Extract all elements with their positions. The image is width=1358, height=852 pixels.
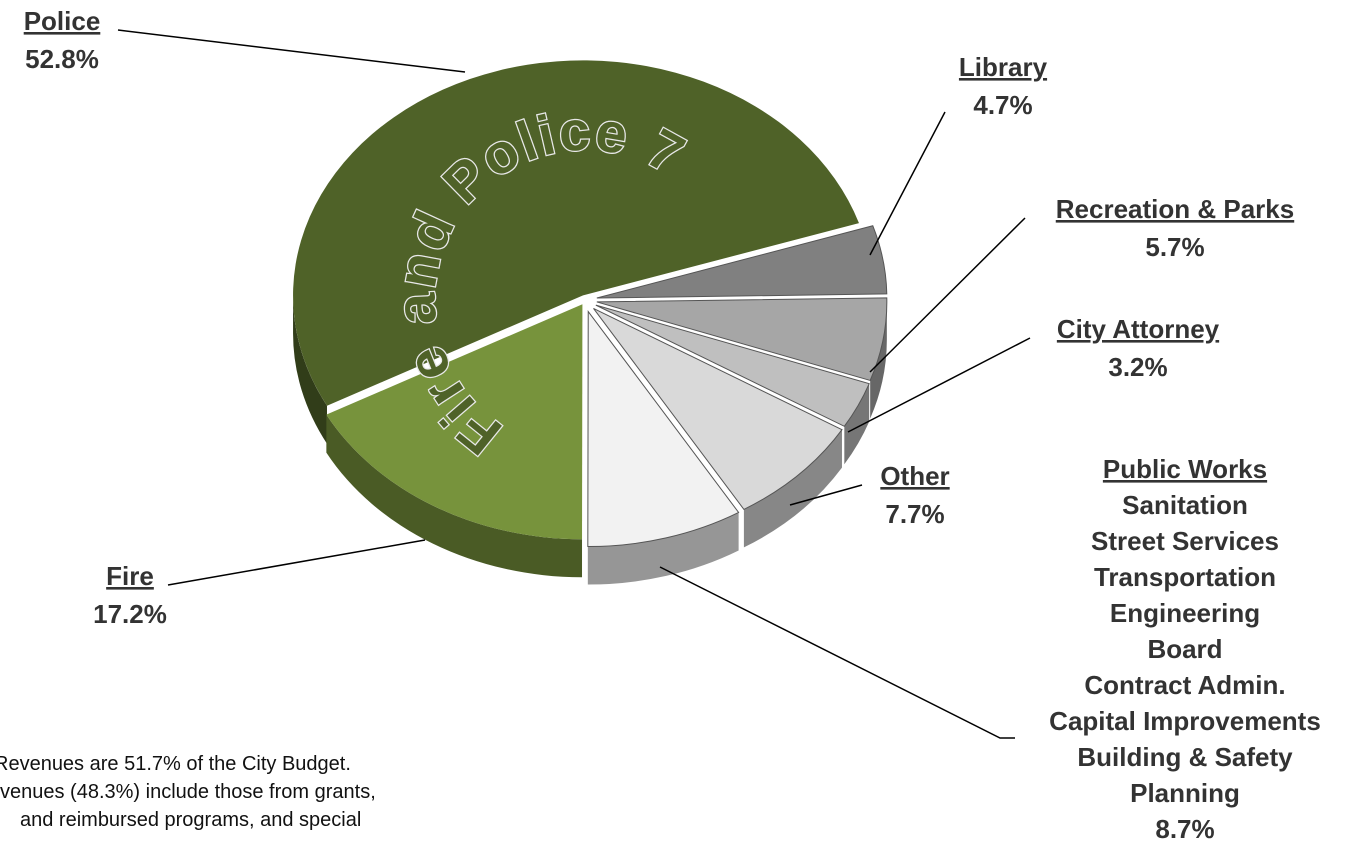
note: and reimbursed programs, and special: [20, 809, 361, 831]
leader-line: [789, 484, 863, 506]
sub-label: Street Services: [1091, 526, 1279, 556]
labels: Police 52.8% Library 4.7% Recreation & Parks…: [24, 6, 1321, 844]
category-label: Recreation & Parks: [1056, 194, 1294, 224]
note: venues (48.3%) include those from grants…: [0, 781, 376, 803]
slice: [596, 297, 888, 382]
value-label: 3.2%: [1108, 352, 1167, 382]
value-label: 8.7%: [1155, 814, 1214, 844]
value-label: 4.7%: [973, 90, 1032, 120]
slice-side: [293, 295, 327, 444]
slice: [293, 60, 859, 406]
slice: [593, 308, 843, 511]
sub-label: Building & Safety: [1077, 742, 1293, 772]
sub-label: Sanitation: [1122, 490, 1248, 520]
category-label: Public Works: [1103, 454, 1267, 484]
category-label: City Attorney: [1057, 314, 1220, 344]
slice: [326, 304, 583, 540]
slice: [596, 225, 888, 299]
value-label: 17.2%: [93, 599, 167, 629]
leader-line: [167, 539, 426, 586]
slice: [595, 304, 870, 427]
note: Revenues are 51.7% of the City Budget.: [0, 753, 351, 775]
sub-label: Capital Improvements: [1049, 706, 1321, 736]
category-label: Library: [959, 52, 1048, 82]
leader-line: [869, 111, 946, 256]
pie-tops: [293, 60, 888, 548]
sub-label: Engineering: [1110, 598, 1260, 628]
slice: [587, 310, 740, 548]
category-label: Fire: [106, 561, 154, 591]
slice-side: [844, 383, 870, 465]
slice-side: [326, 414, 583, 578]
sub-label: Transportation: [1094, 562, 1276, 592]
category-label: Police: [24, 6, 101, 36]
leader-line: [659, 566, 1015, 739]
slice-side: [743, 429, 842, 548]
value-label: 52.8%: [25, 44, 99, 74]
leader-line: [869, 217, 1026, 373]
sub-label: Planning: [1130, 778, 1240, 808]
sub-label: Board: [1147, 634, 1222, 664]
leader-line: [117, 29, 466, 73]
value-label: 5.7%: [1145, 232, 1204, 262]
leader-line: [847, 337, 1031, 433]
category-label: Other: [880, 461, 949, 491]
value-label: 7.7%: [885, 499, 944, 529]
sub-label: Contract Admin.: [1084, 670, 1285, 700]
pie-sides: [293, 295, 887, 585]
slice-side: [870, 301, 887, 419]
slice-side: [587, 512, 739, 585]
